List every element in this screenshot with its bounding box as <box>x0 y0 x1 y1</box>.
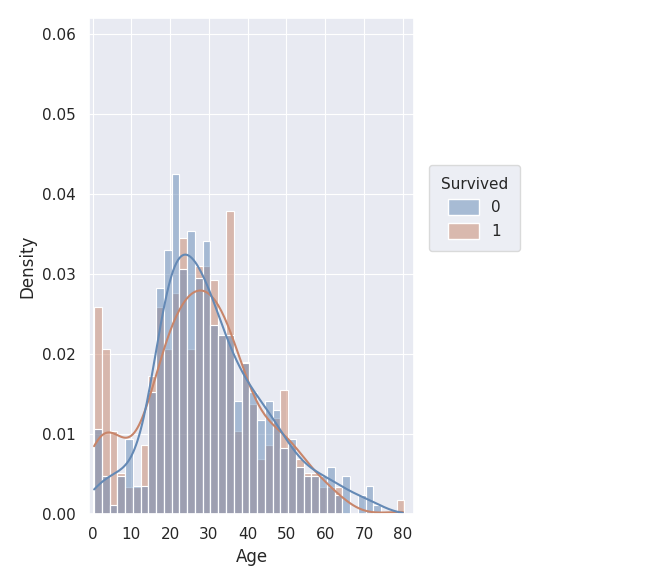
Bar <box>110 505 118 515</box>
Bar <box>180 269 187 515</box>
Bar <box>172 175 180 515</box>
Bar <box>141 445 149 515</box>
Bar <box>149 376 156 515</box>
Bar <box>257 420 265 515</box>
Bar <box>241 363 249 515</box>
Bar <box>234 432 241 515</box>
Bar <box>296 467 303 515</box>
Bar <box>327 486 334 515</box>
Bar <box>149 391 156 515</box>
Bar <box>94 307 102 515</box>
Bar <box>187 231 195 515</box>
Bar <box>226 211 234 515</box>
Bar <box>94 429 102 515</box>
Bar <box>210 325 218 515</box>
Bar <box>125 439 133 515</box>
Bar <box>156 307 164 515</box>
Bar <box>241 363 249 515</box>
Bar <box>203 241 210 515</box>
Bar <box>303 477 311 515</box>
Bar <box>303 473 311 515</box>
Bar <box>249 391 257 515</box>
Bar <box>373 505 381 515</box>
Bar <box>172 293 180 515</box>
Bar <box>272 411 280 515</box>
Bar <box>280 448 288 515</box>
Bar <box>195 266 203 515</box>
Bar <box>133 486 141 515</box>
X-axis label: Age: Age <box>235 548 268 566</box>
Bar <box>218 335 226 515</box>
Bar <box>311 473 319 515</box>
Bar <box>265 401 272 515</box>
Bar <box>397 500 405 515</box>
Bar <box>296 459 303 515</box>
Bar <box>156 288 164 515</box>
Bar <box>327 467 334 515</box>
Bar <box>164 349 172 515</box>
Bar <box>288 439 296 515</box>
Bar <box>218 335 226 515</box>
Bar <box>288 445 296 515</box>
Bar <box>180 238 187 515</box>
Bar <box>319 486 327 515</box>
Bar <box>141 486 149 515</box>
Bar <box>265 445 272 515</box>
Bar <box>311 477 319 515</box>
Bar <box>234 401 241 515</box>
Bar <box>319 477 327 515</box>
Bar <box>210 280 218 515</box>
Bar <box>203 266 210 515</box>
Y-axis label: Density: Density <box>18 234 36 298</box>
Bar <box>125 486 133 515</box>
Bar <box>133 486 141 515</box>
Bar <box>272 418 280 515</box>
Bar <box>334 486 342 515</box>
Bar <box>102 349 110 515</box>
Bar <box>366 486 373 515</box>
Bar <box>226 335 234 515</box>
Bar <box>342 477 350 515</box>
Bar <box>280 390 288 515</box>
Bar <box>164 250 172 515</box>
Bar <box>257 459 265 515</box>
Bar <box>334 495 342 515</box>
Bar <box>102 477 110 515</box>
Bar <box>358 495 366 515</box>
Bar <box>118 473 125 515</box>
Legend: 0, 1: 0, 1 <box>428 165 520 251</box>
Bar <box>195 279 203 515</box>
Bar <box>249 404 257 515</box>
Bar <box>187 349 195 515</box>
Bar <box>110 432 118 515</box>
Bar <box>118 477 125 515</box>
